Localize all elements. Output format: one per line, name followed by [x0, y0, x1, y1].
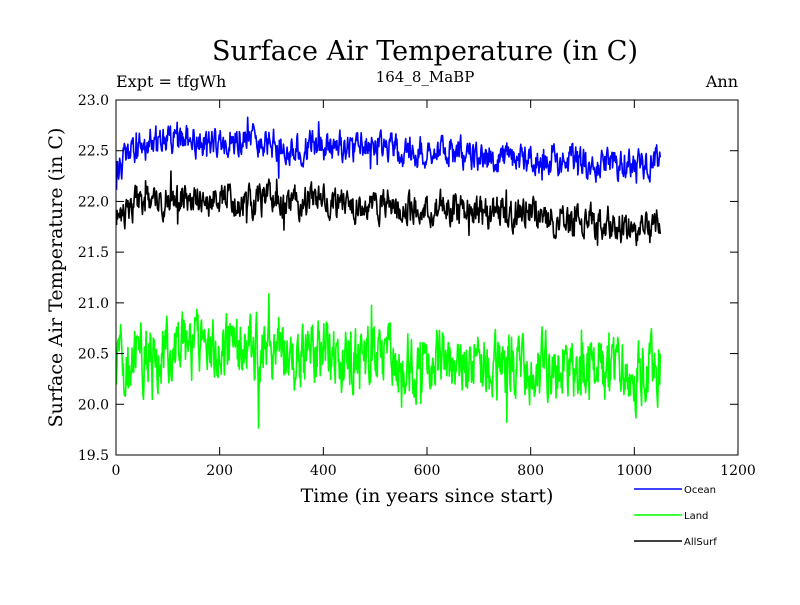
- season-label: Ann: [705, 72, 738, 91]
- chart-title: Surface Air Temperature (in C): [212, 36, 638, 67]
- y-axis-label: Surface Air Temperature (in C): [45, 128, 67, 428]
- legend: Ocean Land AllSurf: [634, 485, 717, 548]
- x-tick-label-600: 600: [414, 463, 441, 479]
- y-tick-label-19.5: 19.5: [78, 448, 109, 464]
- axes-layer: 0 200 400 600 800 1000 1200 19.5 20.0 20.5 21.0 21.…: [78, 93, 756, 479]
- y-tick-label-20.5: 20.5: [78, 347, 109, 363]
- series-line-allsurf: [115, 170, 662, 247]
- y-tick-label-22.5: 22.5: [78, 144, 109, 160]
- legend-label-allsurf: AllSurf: [684, 537, 717, 548]
- series-line-land: [115, 292, 662, 429]
- x-tick-label-800: 800: [517, 463, 544, 479]
- x-tick-label-0: 0: [112, 463, 121, 479]
- series-line-ocean: [115, 116, 662, 190]
- chart-subtitle: 164_8_MaBP: [376, 68, 475, 86]
- x-axis-label: Time (in years since start): [301, 485, 554, 507]
- y-tick-label-23.0: 23.0: [78, 93, 109, 109]
- y-tick-label-21.0: 21.0: [78, 296, 109, 312]
- y-tick-label-21.5: 21.5: [78, 245, 109, 261]
- legend-label-land: Land: [684, 511, 708, 522]
- x-tick-label-200: 200: [206, 463, 233, 479]
- x-tick-label-1200: 1200: [720, 463, 756, 479]
- series-layer: [115, 116, 662, 429]
- experiment-label: Expt = tfgWh: [116, 72, 226, 91]
- x-tick-label-1000: 1000: [617, 463, 653, 479]
- x-tick-label-400: 400: [310, 463, 337, 479]
- y-tick-label-22.0: 22.0: [78, 194, 109, 210]
- y-tick-label-20.0: 20.0: [78, 397, 109, 413]
- legend-label-ocean: Ocean: [684, 485, 716, 496]
